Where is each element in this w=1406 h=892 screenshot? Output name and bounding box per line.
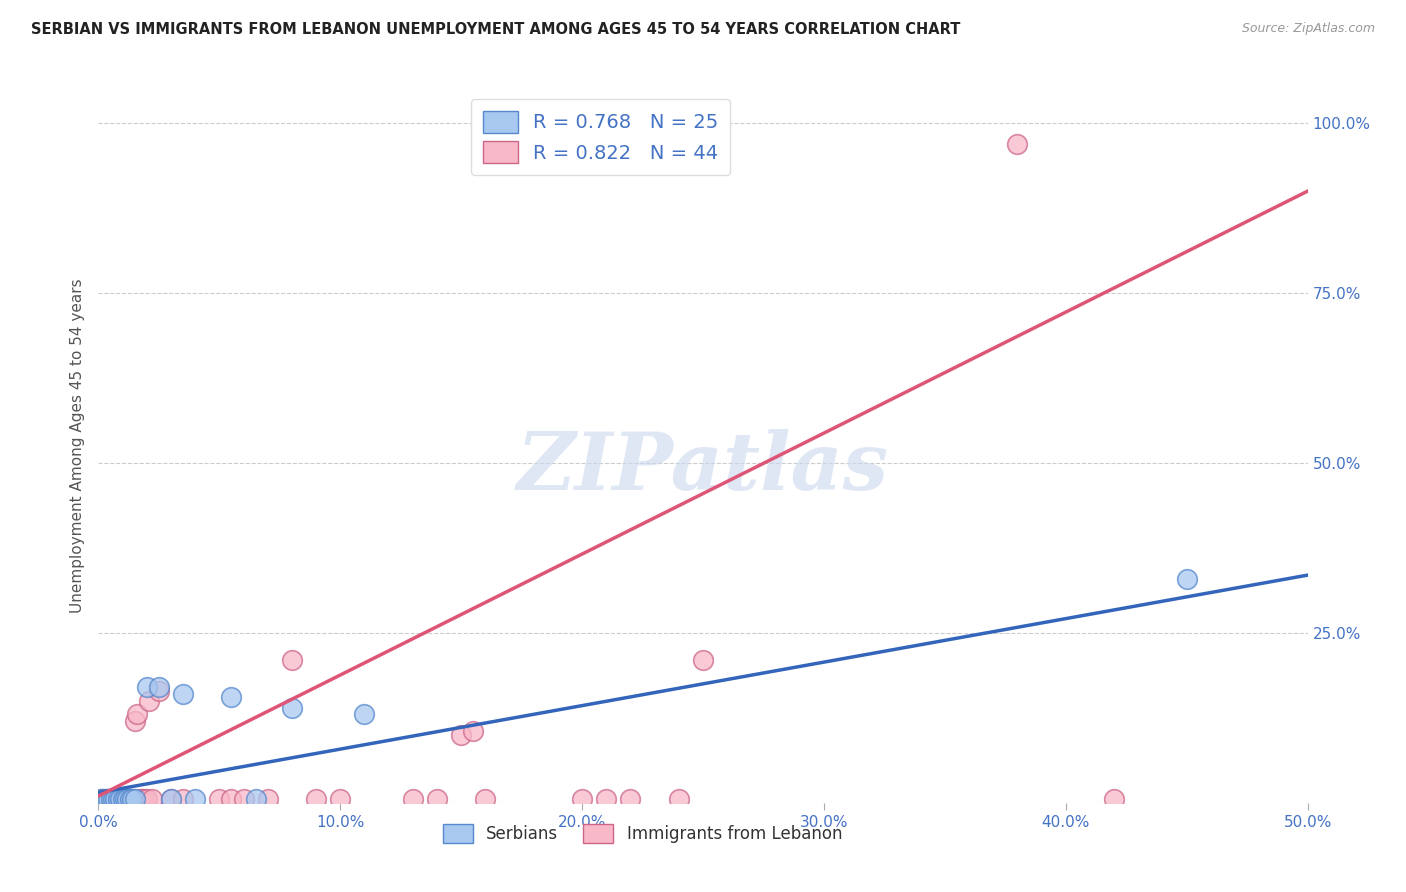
Point bbox=[124, 714, 146, 729]
Point bbox=[450, 728, 472, 742]
Point bbox=[148, 680, 170, 694]
Point bbox=[117, 792, 139, 806]
Point bbox=[160, 792, 183, 806]
Point bbox=[124, 792, 146, 806]
Point bbox=[128, 792, 150, 806]
Point bbox=[692, 653, 714, 667]
Point bbox=[134, 792, 156, 806]
Point bbox=[91, 792, 114, 806]
Point bbox=[160, 792, 183, 806]
Point bbox=[245, 792, 267, 806]
Point bbox=[104, 792, 127, 806]
Point bbox=[172, 792, 194, 806]
Point bbox=[100, 792, 122, 806]
Point bbox=[90, 792, 112, 806]
Point bbox=[281, 653, 304, 667]
Point bbox=[101, 792, 124, 806]
Text: Source: ZipAtlas.com: Source: ZipAtlas.com bbox=[1241, 22, 1375, 36]
Point bbox=[114, 792, 136, 806]
Point bbox=[108, 792, 131, 806]
Point bbox=[100, 792, 122, 806]
Point bbox=[94, 792, 117, 806]
Point bbox=[221, 792, 243, 806]
Point bbox=[1102, 792, 1125, 806]
Point bbox=[127, 707, 149, 722]
Text: SERBIAN VS IMMIGRANTS FROM LEBANON UNEMPLOYMENT AMONG AGES 45 TO 54 YEARS CORREL: SERBIAN VS IMMIGRANTS FROM LEBANON UNEMP… bbox=[31, 22, 960, 37]
Point bbox=[329, 792, 352, 806]
Y-axis label: Unemployment Among Ages 45 to 54 years: Unemployment Among Ages 45 to 54 years bbox=[69, 278, 84, 614]
Point bbox=[232, 792, 254, 806]
Point bbox=[114, 792, 136, 806]
Point bbox=[184, 792, 207, 806]
Point bbox=[305, 792, 328, 806]
Point bbox=[111, 792, 134, 806]
Point bbox=[91, 792, 114, 806]
Point bbox=[402, 792, 425, 806]
Point bbox=[1007, 136, 1029, 151]
Point bbox=[101, 792, 124, 806]
Point bbox=[595, 792, 617, 806]
Point bbox=[138, 694, 160, 708]
Point bbox=[353, 707, 375, 722]
Point bbox=[221, 690, 243, 705]
Point bbox=[135, 680, 157, 694]
Point bbox=[107, 792, 129, 806]
Point bbox=[131, 792, 153, 806]
Text: ZIPatlas: ZIPatlas bbox=[517, 429, 889, 506]
Point bbox=[90, 792, 112, 806]
Point bbox=[135, 792, 157, 806]
Point bbox=[148, 683, 170, 698]
Point bbox=[256, 792, 278, 806]
Point bbox=[208, 792, 231, 806]
Point bbox=[94, 792, 117, 806]
Point bbox=[108, 792, 131, 806]
Point bbox=[121, 792, 143, 806]
Point bbox=[571, 792, 593, 806]
Point bbox=[619, 792, 641, 806]
Point bbox=[97, 792, 120, 806]
Legend: Serbians, Immigrants from Lebanon: Serbians, Immigrants from Lebanon bbox=[434, 815, 851, 852]
Point bbox=[668, 792, 690, 806]
Point bbox=[463, 724, 485, 739]
Point bbox=[172, 687, 194, 701]
Point bbox=[281, 700, 304, 714]
Point bbox=[97, 792, 120, 806]
Point bbox=[107, 792, 129, 806]
Point bbox=[1175, 572, 1198, 586]
Point bbox=[104, 792, 127, 806]
Point bbox=[474, 792, 496, 806]
Point bbox=[117, 792, 139, 806]
Point bbox=[118, 792, 141, 806]
Point bbox=[121, 792, 143, 806]
Point bbox=[118, 792, 141, 806]
Point bbox=[111, 792, 134, 806]
Point bbox=[426, 792, 449, 806]
Point bbox=[141, 792, 163, 806]
